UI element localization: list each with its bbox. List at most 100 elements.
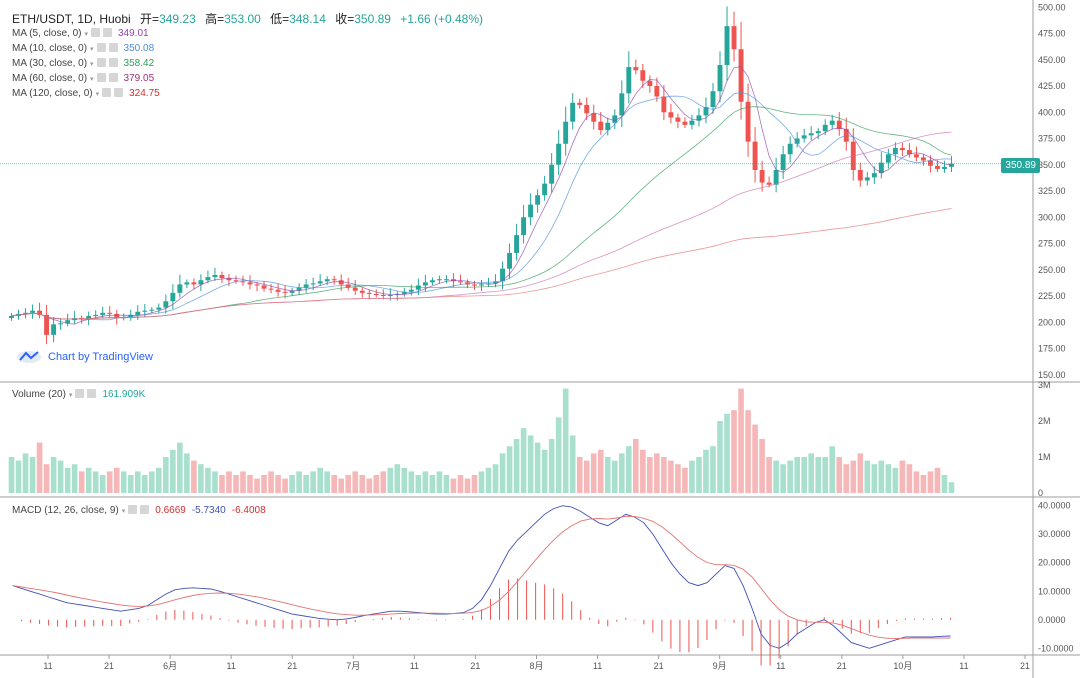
macd-legend[interactable]: MACD (12, 26, close, 9) ▾ 0.6669 -5.7340 -6.… [12,505,266,516]
candle-body [935,165,940,169]
time-tick-label: 11 [776,661,785,671]
open-value: 开=349.23 [140,12,196,26]
candle-body [51,324,57,335]
volume-bar [640,449,646,493]
time-tick-label: 11 [227,661,236,671]
close-icon[interactable] [140,505,150,514]
volume-bar [324,471,330,493]
volume-bar [296,471,302,493]
volume-bar [920,475,927,493]
candle-body [675,117,681,122]
candle-body [570,102,576,122]
time-tick-label: 7月 [346,661,360,671]
candle-body [156,307,162,310]
volume-bar [338,478,345,493]
close-icon[interactable] [108,58,118,67]
candle-body [268,288,274,290]
chevron-down-icon[interactable]: ▾ [90,61,94,68]
volume-bar [43,464,50,493]
macd-line [12,505,951,649]
candle-body [149,309,155,311]
volume-bar [864,460,871,493]
ohlc-header: ETH/USDT, 1D, Huobi 开=349.23 高=353.00 低=… [12,10,489,27]
volume-tick-label: 2M [1038,416,1051,426]
volume-bar [8,457,15,493]
candle-body [829,120,835,125]
volume-bar [106,471,113,493]
close-icon[interactable] [108,73,118,82]
candle-body [479,284,484,286]
candle-body [345,284,351,288]
chevron-down-icon[interactable]: ▾ [90,46,94,53]
candle-body [808,133,814,136]
volume-bar [233,475,239,493]
volume-bar [633,439,639,493]
candle-body [563,121,569,144]
indicator-ma5[interactable]: MA (5, close, 0) ▾ 349.01 [12,28,149,39]
close-icon[interactable] [102,28,112,37]
candle-body [366,292,372,294]
volume-bar [562,388,569,493]
volume-bar [282,478,288,493]
settings-icon[interactable] [96,58,106,67]
candle-body [724,26,730,65]
candle-body [317,281,323,284]
volume-bar [843,464,850,493]
volume-bar [548,439,555,493]
close-icon[interactable] [108,43,118,52]
settings-icon[interactable] [96,73,106,82]
candle-body [233,280,239,282]
volume-bar [478,471,485,493]
volume-bar [626,446,632,493]
indicator-ma30[interactable]: MA (30, close, 0) ▾ 358.42 [12,58,155,69]
time-tick-label: 11 [43,661,52,671]
candle-body [703,107,709,116]
candle-body [696,115,702,121]
indicator-ma120[interactable]: MA (120, close, 0) ▾ 324.75 [12,88,160,99]
chevron-down-icon[interactable]: ▾ [121,508,126,515]
volume-bar [710,446,716,493]
candle-body [261,285,267,289]
settings-icon[interactable] [102,88,112,97]
candle-body [58,323,64,325]
tradingview-watermark[interactable]: Chart by TradingView [16,348,153,364]
candle-body [303,284,309,288]
time-tick-label: 8月 [529,661,543,671]
chevron-down-icon[interactable]: ▾ [84,31,88,38]
volume-bar [899,460,906,493]
volume-bar [310,471,316,493]
price-tick-label: 275.00 [1038,239,1066,249]
indicator-ma60[interactable]: MA (60, close, 0) ▾ 379.05 [12,73,155,84]
candle-body [717,65,723,92]
close-icon[interactable] [114,88,124,97]
candle-body [913,154,919,158]
volume-bar [198,464,204,493]
macd-tick-label: 40.0000 [1038,501,1071,511]
volume-bar [618,453,625,493]
volume-bar [380,471,387,493]
chevron-down-icon[interactable]: ▾ [90,76,94,83]
candle-body [338,280,344,285]
chevron-down-icon[interactable]: ▾ [68,392,73,399]
settings-icon[interactable] [128,505,138,514]
close-icon[interactable] [87,389,97,398]
time-tick-label: 11 [959,661,968,671]
chevron-down-icon[interactable]: ▾ [95,91,100,98]
volume-bar [892,467,899,493]
volume-bar [647,457,653,493]
volume-bar [415,475,422,493]
settings-icon[interactable] [75,389,85,398]
settings-icon[interactable] [96,43,106,52]
price-tick-label: 300.00 [1038,212,1066,222]
candle-body [240,281,246,283]
volume-bar [682,467,688,493]
volume-bar [808,453,815,493]
candle-body [892,147,898,155]
symbol-label[interactable]: ETH/USDT, 1D, Huobi [12,12,131,26]
candle-body [619,93,625,116]
volume-bar [359,475,366,493]
volume-legend[interactable]: Volume (20) ▾ 161.909K [12,389,146,400]
indicator-ma10[interactable]: MA (10, close, 0) ▾ 350.08 [12,43,155,54]
settings-icon[interactable] [90,28,100,37]
